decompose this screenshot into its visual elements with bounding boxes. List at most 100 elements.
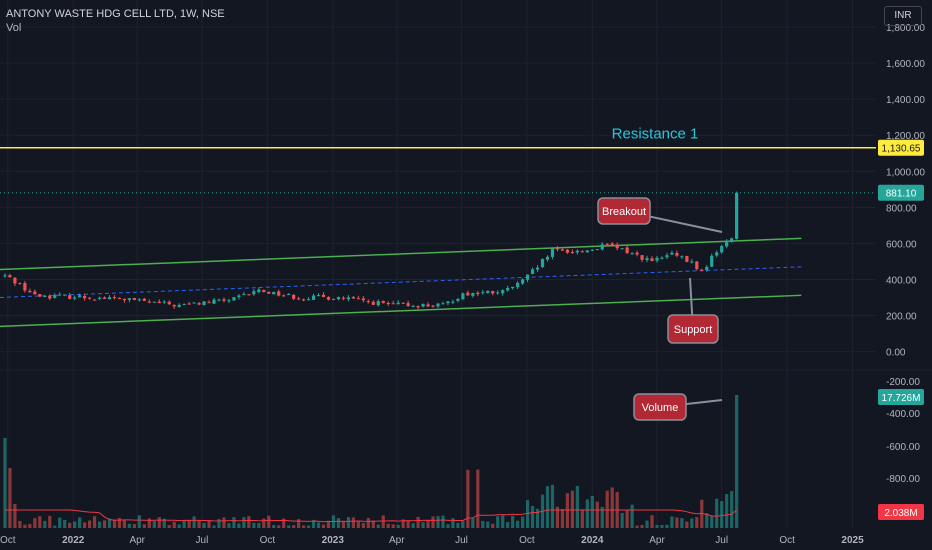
candle-body: [451, 301, 455, 303]
volume-bar: [381, 515, 385, 528]
volume-bar: [521, 516, 525, 528]
volume-bar: [292, 525, 296, 528]
volume-bar: [511, 515, 515, 528]
candle-body: [486, 290, 490, 293]
volume-bar: [715, 498, 719, 528]
candle-body: [366, 301, 370, 303]
volume-bar: [341, 520, 346, 528]
candle-body: [13, 277, 17, 284]
price-axis-tick-label: 0.00: [886, 348, 906, 359]
volume-bar: [351, 517, 355, 528]
candle-body: [167, 301, 171, 305]
volume-ma-tag-bg: [878, 504, 924, 520]
candle-body: [232, 297, 236, 301]
candle-body: [68, 295, 72, 299]
volume-bar: [660, 524, 664, 528]
volume-bar: [570, 490, 574, 528]
volume-bar: [600, 506, 604, 528]
volume-ma-line: [5, 509, 737, 523]
candle-body: [282, 295, 286, 297]
candle-body: [585, 250, 589, 253]
volume-bar: [650, 515, 654, 528]
candle-body: [8, 275, 12, 278]
volume-bar: [187, 520, 191, 528]
volume-axis-tick-label: -600.00: [886, 442, 920, 453]
volume-bar: [282, 518, 286, 528]
candle-body: [38, 294, 42, 297]
candle-body: [555, 248, 560, 250]
candle-body: [401, 302, 405, 304]
volume-bar: [550, 484, 555, 528]
candle-body: [735, 192, 739, 239]
candle-body: [127, 298, 132, 300]
currency-button[interactable]: INR: [884, 6, 922, 26]
candle-body: [272, 292, 276, 295]
candle-body: [237, 295, 241, 298]
volume-bar: [431, 516, 435, 528]
volume-bar: [620, 512, 624, 528]
volume-ma-tag-text: 2.038M: [884, 508, 917, 519]
time-axis-tick-label: Apr: [649, 535, 665, 546]
volume-bar: [411, 523, 415, 528]
candle-body: [83, 296, 87, 299]
candle-body: [177, 304, 181, 307]
candle-body: [371, 301, 375, 305]
volume-bar: [670, 516, 674, 528]
candle-body: [207, 302, 211, 304]
volume-bar: [535, 508, 540, 528]
candle-body: [705, 266, 709, 271]
volume-bar: [441, 515, 445, 528]
volume-bar: [630, 504, 634, 528]
time-axis-tick-label: 2025: [841, 535, 864, 546]
volume-bar: [635, 525, 639, 528]
candle-body: [436, 303, 440, 307]
channel-upper-line: [0, 237, 802, 271]
volume-bar: [730, 491, 734, 528]
candle-body: [471, 293, 475, 296]
price-axis-tick-label: 1,200.00: [886, 131, 925, 142]
volume-bar: [252, 522, 256, 528]
volume-bar: [501, 515, 505, 528]
candle-body: [162, 301, 166, 303]
candle-body: [187, 303, 191, 305]
volume-bar: [127, 523, 132, 528]
volume-bar: [277, 525, 281, 528]
volume-bar: [610, 487, 614, 528]
candle-body: [431, 305, 435, 307]
breakout-callout-text: Breakout: [602, 206, 646, 218]
candle-body: [247, 294, 251, 296]
last-volume-tag-text: 17.726M: [882, 393, 921, 404]
volume-ma-tag: 2.038M: [878, 504, 924, 520]
volume-bar: [172, 521, 176, 528]
candle-body: [476, 292, 480, 295]
volume-bar: [346, 517, 351, 528]
candle-body: [680, 256, 684, 258]
candle-body: [600, 244, 604, 250]
volume-bar: [242, 517, 246, 528]
candle-body: [655, 257, 659, 261]
volume-bar: [287, 525, 291, 528]
volume-bar: [361, 523, 365, 528]
candle-body: [550, 248, 555, 258]
candle-body: [715, 252, 719, 256]
candle-body: [292, 294, 296, 299]
candle-body: [112, 297, 117, 299]
candle-body: [376, 301, 380, 306]
volume-bar: [182, 520, 186, 528]
volume-bar: [262, 518, 266, 528]
volume-bar: [137, 515, 141, 528]
candle-body: [33, 291, 37, 295]
candle-body: [222, 299, 226, 301]
volume-bar: [112, 519, 117, 528]
support-callout: Support: [667, 277, 719, 344]
volume-bar: [575, 485, 579, 528]
volume-bar: [202, 522, 206, 528]
volume-bar: [117, 517, 122, 528]
time-axis-tick-label: 2023: [322, 535, 345, 546]
volume-bar: [530, 506, 535, 528]
volume-callout: Volume: [633, 393, 723, 421]
volume-bar: [496, 516, 500, 528]
candle-body: [217, 299, 221, 301]
volume-bar: [675, 517, 679, 528]
